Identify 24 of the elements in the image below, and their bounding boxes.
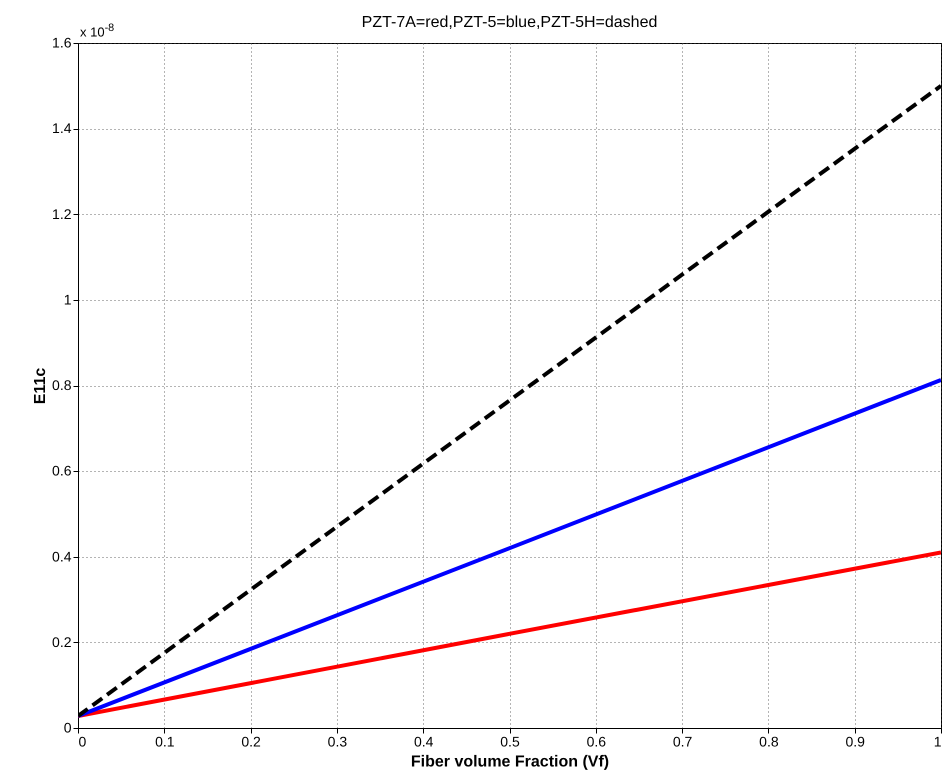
y-tick-label: 0.6 bbox=[52, 462, 72, 479]
x-tick-label: 0.4 bbox=[414, 734, 434, 750]
y-tick-label: 0 bbox=[64, 720, 72, 736]
x-tick-label: 0.9 bbox=[845, 734, 866, 750]
x-tick-label: 0.7 bbox=[672, 734, 693, 750]
x-tick-label: 0 bbox=[78, 734, 86, 750]
x-axis-title: Fiber volume Fraction (Vf) bbox=[410, 754, 610, 770]
x-tick-label: 0.5 bbox=[500, 734, 520, 750]
y-axis-title: E11c bbox=[32, 368, 50, 404]
y-tick-label: 0.2 bbox=[52, 634, 72, 650]
text: x 10$^{-8}$ bbox=[80, 22, 114, 40]
x-tick-label: 0.6 bbox=[586, 734, 606, 750]
x-tick-label: 0.2 bbox=[241, 734, 262, 750]
x-tick-label: 0.3 bbox=[328, 734, 348, 750]
chart-title: PZT-7A=red,PZT-5=blue,PZT-5H=dashed bbox=[362, 14, 658, 31]
y-tick-label: 0.8 bbox=[52, 377, 72, 393]
y-tick-label: 1.2 bbox=[52, 206, 72, 222]
x-tick-label: 1 bbox=[934, 734, 942, 750]
y-tick-label: 1 bbox=[64, 291, 72, 308]
y-tick-label: 1.6 bbox=[52, 34, 72, 50]
x-tick-label: 0.8 bbox=[759, 734, 779, 750]
y-tick-label: 0.4 bbox=[52, 548, 72, 564]
y-tick-label: 1.4 bbox=[52, 120, 72, 136]
x-tick-label: 0.1 bbox=[155, 734, 175, 750]
